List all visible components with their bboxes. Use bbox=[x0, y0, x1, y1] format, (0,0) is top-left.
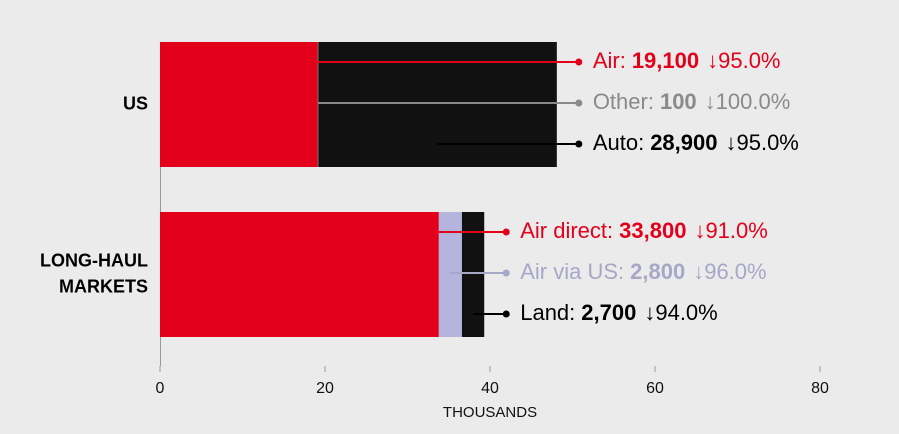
segment-label: Auto: 28,900 ↓95.0% bbox=[593, 130, 799, 155]
segment-change: ↓100.0% bbox=[705, 89, 791, 114]
segment-value: 33,800 bbox=[619, 218, 686, 243]
x-tick-label: 0 bbox=[156, 380, 165, 397]
bar-segment bbox=[160, 42, 318, 167]
x-tick-label: 80 bbox=[811, 380, 829, 397]
bar-segment bbox=[438, 212, 462, 337]
x-tick-label: 40 bbox=[481, 380, 499, 397]
segment-name: Air via US: bbox=[520, 259, 624, 284]
segment-label: Air direct: 33,800 ↓91.0% bbox=[520, 218, 768, 243]
segment-change: ↓95.0% bbox=[725, 130, 798, 155]
segment-name: Other: bbox=[593, 89, 654, 114]
segment-name: Auto: bbox=[593, 130, 644, 155]
segment-name: Land: bbox=[520, 300, 575, 325]
bar-segment bbox=[318, 42, 557, 167]
segment-label: Land: 2,700 ↓94.0% bbox=[520, 300, 718, 325]
segment-name: Air: bbox=[593, 48, 626, 73]
segment-name: Air direct: bbox=[520, 218, 613, 243]
segment-value: 2,700 bbox=[581, 300, 636, 325]
x-tick-label: 20 bbox=[316, 380, 334, 397]
segment-label: Air: 19,100 ↓95.0% bbox=[593, 48, 781, 73]
category-label: MARKETS bbox=[59, 276, 148, 296]
bar-segment bbox=[160, 212, 439, 337]
leader-dot bbox=[575, 58, 583, 66]
leader-dot bbox=[575, 99, 583, 107]
bar-segment bbox=[317, 42, 319, 167]
segment-change: ↓95.0% bbox=[707, 48, 780, 73]
segment-value: 28,900 bbox=[650, 130, 717, 155]
leader-dot bbox=[502, 269, 510, 277]
leader-dot bbox=[502, 228, 510, 236]
segment-value: 2,800 bbox=[630, 259, 685, 284]
bar-segment bbox=[461, 212, 485, 337]
leader-dot bbox=[502, 310, 510, 318]
category-label: US bbox=[123, 93, 148, 113]
segment-change: ↓94.0% bbox=[644, 300, 717, 325]
segment-change: ↓91.0% bbox=[694, 218, 767, 243]
x-tick-label: 60 bbox=[646, 380, 664, 397]
segment-value: 100 bbox=[660, 89, 697, 114]
segment-label: Air via US: 2,800 ↓96.0% bbox=[520, 259, 766, 284]
segment-change: ↓96.0% bbox=[693, 259, 766, 284]
leader-dot bbox=[575, 140, 583, 148]
segment-label: Other: 100 ↓100.0% bbox=[593, 89, 790, 114]
segment-value: 19,100 bbox=[632, 48, 699, 73]
x-axis-label: THOUSANDS bbox=[443, 404, 537, 421]
category-label: LONG-HAUL bbox=[40, 250, 148, 270]
